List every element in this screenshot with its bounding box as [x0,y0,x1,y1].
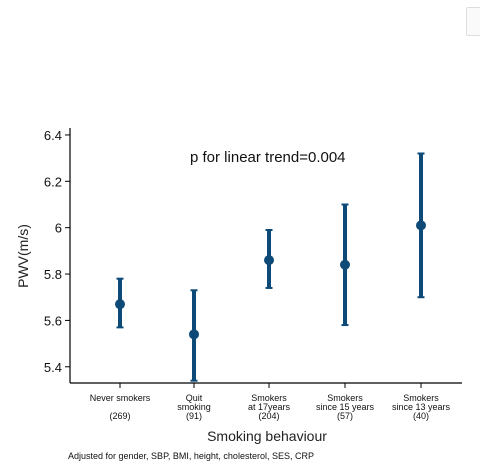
y-tick-label: 5.4 [44,360,62,375]
point-marker [340,259,350,270]
trend-annotation: p for linear trend=0.004 [190,149,346,166]
y-tick-label: 5.6 [44,313,62,328]
x-axis-title: Smoking behaviour [207,428,327,444]
x-tick-label: (269) [109,411,130,421]
x-tick-label: (57) [337,411,353,421]
x-tick-label: Smokers [327,393,363,403]
y-tick-label: 6 [55,221,62,236]
x-tick-label: (91) [186,411,202,421]
x-tick-label: Quit [186,393,203,403]
point-marker [115,299,125,310]
point-marker [416,220,426,231]
y-tick-label: 6.4 [44,128,62,143]
x-tick-label: Smokers [403,393,439,403]
point-marker [189,329,199,340]
data-point-group [264,229,274,289]
y-tick-label: 5.8 [44,267,62,282]
x-tick-label: since 15 years [316,402,375,412]
point-marker [264,255,274,266]
scrollbar-handle[interactable] [466,7,480,36]
data-points [115,152,426,382]
x-tick-label: (40) [413,411,429,421]
y-axis-title: PWV(m/s) [15,224,31,288]
x-tick-label: Never smokers [90,393,151,403]
adjustment-footnote: Adjusted for gender, SBP, BMI, height, c… [68,451,314,461]
x-tick-label: at 17years [248,402,291,412]
y-tick-label: 6.2 [44,174,62,189]
data-point-group [416,152,426,299]
x-tick-label: smoking [177,402,211,412]
data-point-group [340,203,350,327]
data-point-group [189,289,199,382]
y-axis: 5.4 5.6 5.8 6 6.2 6.4 [44,128,71,383]
x-tick-label: Smokers [251,393,287,403]
data-point-group [115,277,125,329]
x-tick-label: since 13 years [392,402,451,412]
x-tick-label: (204) [258,411,279,421]
